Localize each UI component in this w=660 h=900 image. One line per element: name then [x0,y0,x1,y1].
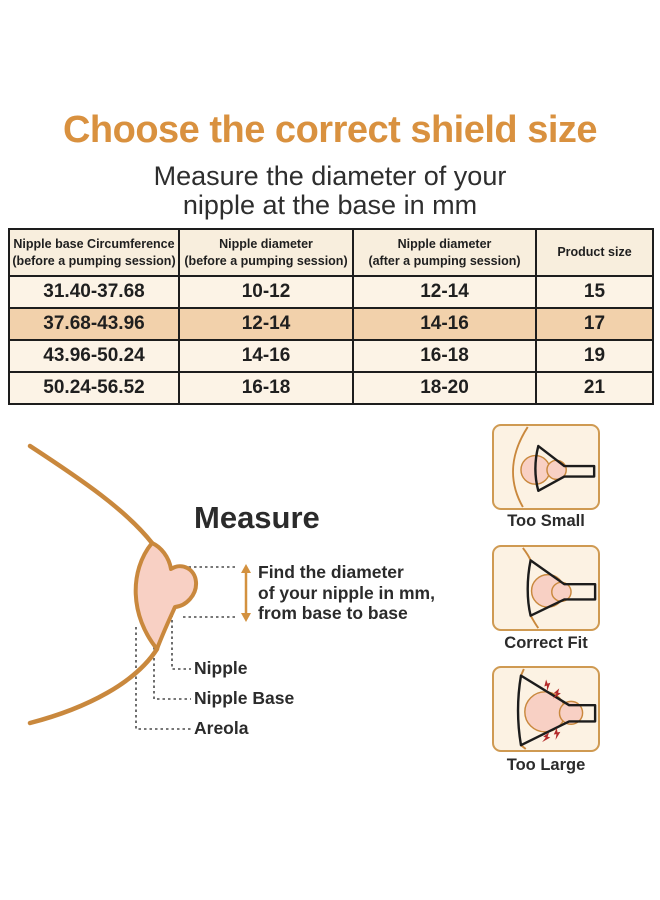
size-cell: 21 [535,371,654,405]
areola-nipple-shape [133,541,199,651]
table-row: 31.40-37.68 10-12 12-14 15 [8,275,654,309]
measure-arrow-icon [241,564,251,622]
label-nipple: Nipple [194,658,248,678]
nipple-shape [558,700,584,725]
breast-contour [520,668,525,677]
table-row-highlighted: 37.68-43.96 12-14 14-16 17 [8,307,654,341]
page-subtitle: Measure the diameter of your nipple at t… [153,161,507,220]
size-cell: 16-18 [178,371,354,405]
label-areola: Areola [194,718,249,738]
measure-heading: Measure [194,500,320,535]
size-cell: 12-14 [352,275,537,309]
table-header-row: Nipple base Circumference (before a pump… [8,228,654,277]
col-header-product-size: Product size [535,228,654,277]
correct-fit-diagram [522,547,597,629]
pain-lightning-icon [544,679,551,692]
page-title: Choose the correct shield size [62,109,598,151]
measure-instruction: Find the diameter of your nipple in mm, … [258,562,435,624]
shield-funnel [526,559,597,617]
size-chart-table: Nipple base Circumference (before a pump… [8,228,654,405]
fit-card-too-large [492,666,600,752]
size-cell: 15 [535,275,654,309]
too-large-diagram [516,668,597,750]
size-cell: 31.40-37.68 [8,275,180,309]
label-nipple-base: Nipple Base [194,688,295,708]
pain-lightning-icon [553,728,561,740]
breast-lower-contour [27,646,160,726]
fit-label-correct-fit: Correct Fit [504,634,588,652]
size-cell: 10-12 [178,275,354,309]
fit-label-too-large: Too Large [506,756,586,774]
size-cell: 14-16 [352,307,537,341]
shield-funnel [516,674,597,747]
size-cell: 37.68-43.96 [8,307,180,341]
breast-contour [529,615,540,629]
size-cell: 19 [535,339,654,373]
size-cell: 16-18 [352,339,537,373]
pain-lightning-icons [542,679,561,743]
table-row: 50.24-56.52 16-18 18-20 21 [8,371,654,405]
breast-upper-contour [27,443,155,546]
size-cell: 12-14 [178,307,354,341]
fit-label-too-small: Too Small [507,512,585,530]
table-row: 43.96-50.24 14-16 16-18 19 [8,339,654,373]
breast-contour [512,426,529,508]
size-cell: 17 [535,307,654,341]
size-cell: 43.96-50.24 [8,339,180,373]
col-header-diameter-before: Nipple diameter (before a pumping sessio… [178,228,354,277]
fit-card-correct-fit [492,545,600,631]
pain-lightning-icon [542,732,551,743]
size-cell: 14-16 [178,339,354,373]
breast-contour [522,547,532,561]
too-small-diagram [512,426,596,508]
size-cell: 18-20 [352,371,537,405]
pain-lightning-icon [553,688,561,699]
col-header-circumference: Nipple base Circumference (before a pump… [8,228,180,277]
size-cell: 50.24-56.52 [8,371,180,405]
shield-funnel [534,444,596,493]
col-header-diameter-after: Nipple diameter (after a pumping session… [352,228,537,277]
breast-measure-illustration [27,443,251,730]
fit-card-too-small [492,424,600,510]
dotted-guide-lines [135,566,238,730]
